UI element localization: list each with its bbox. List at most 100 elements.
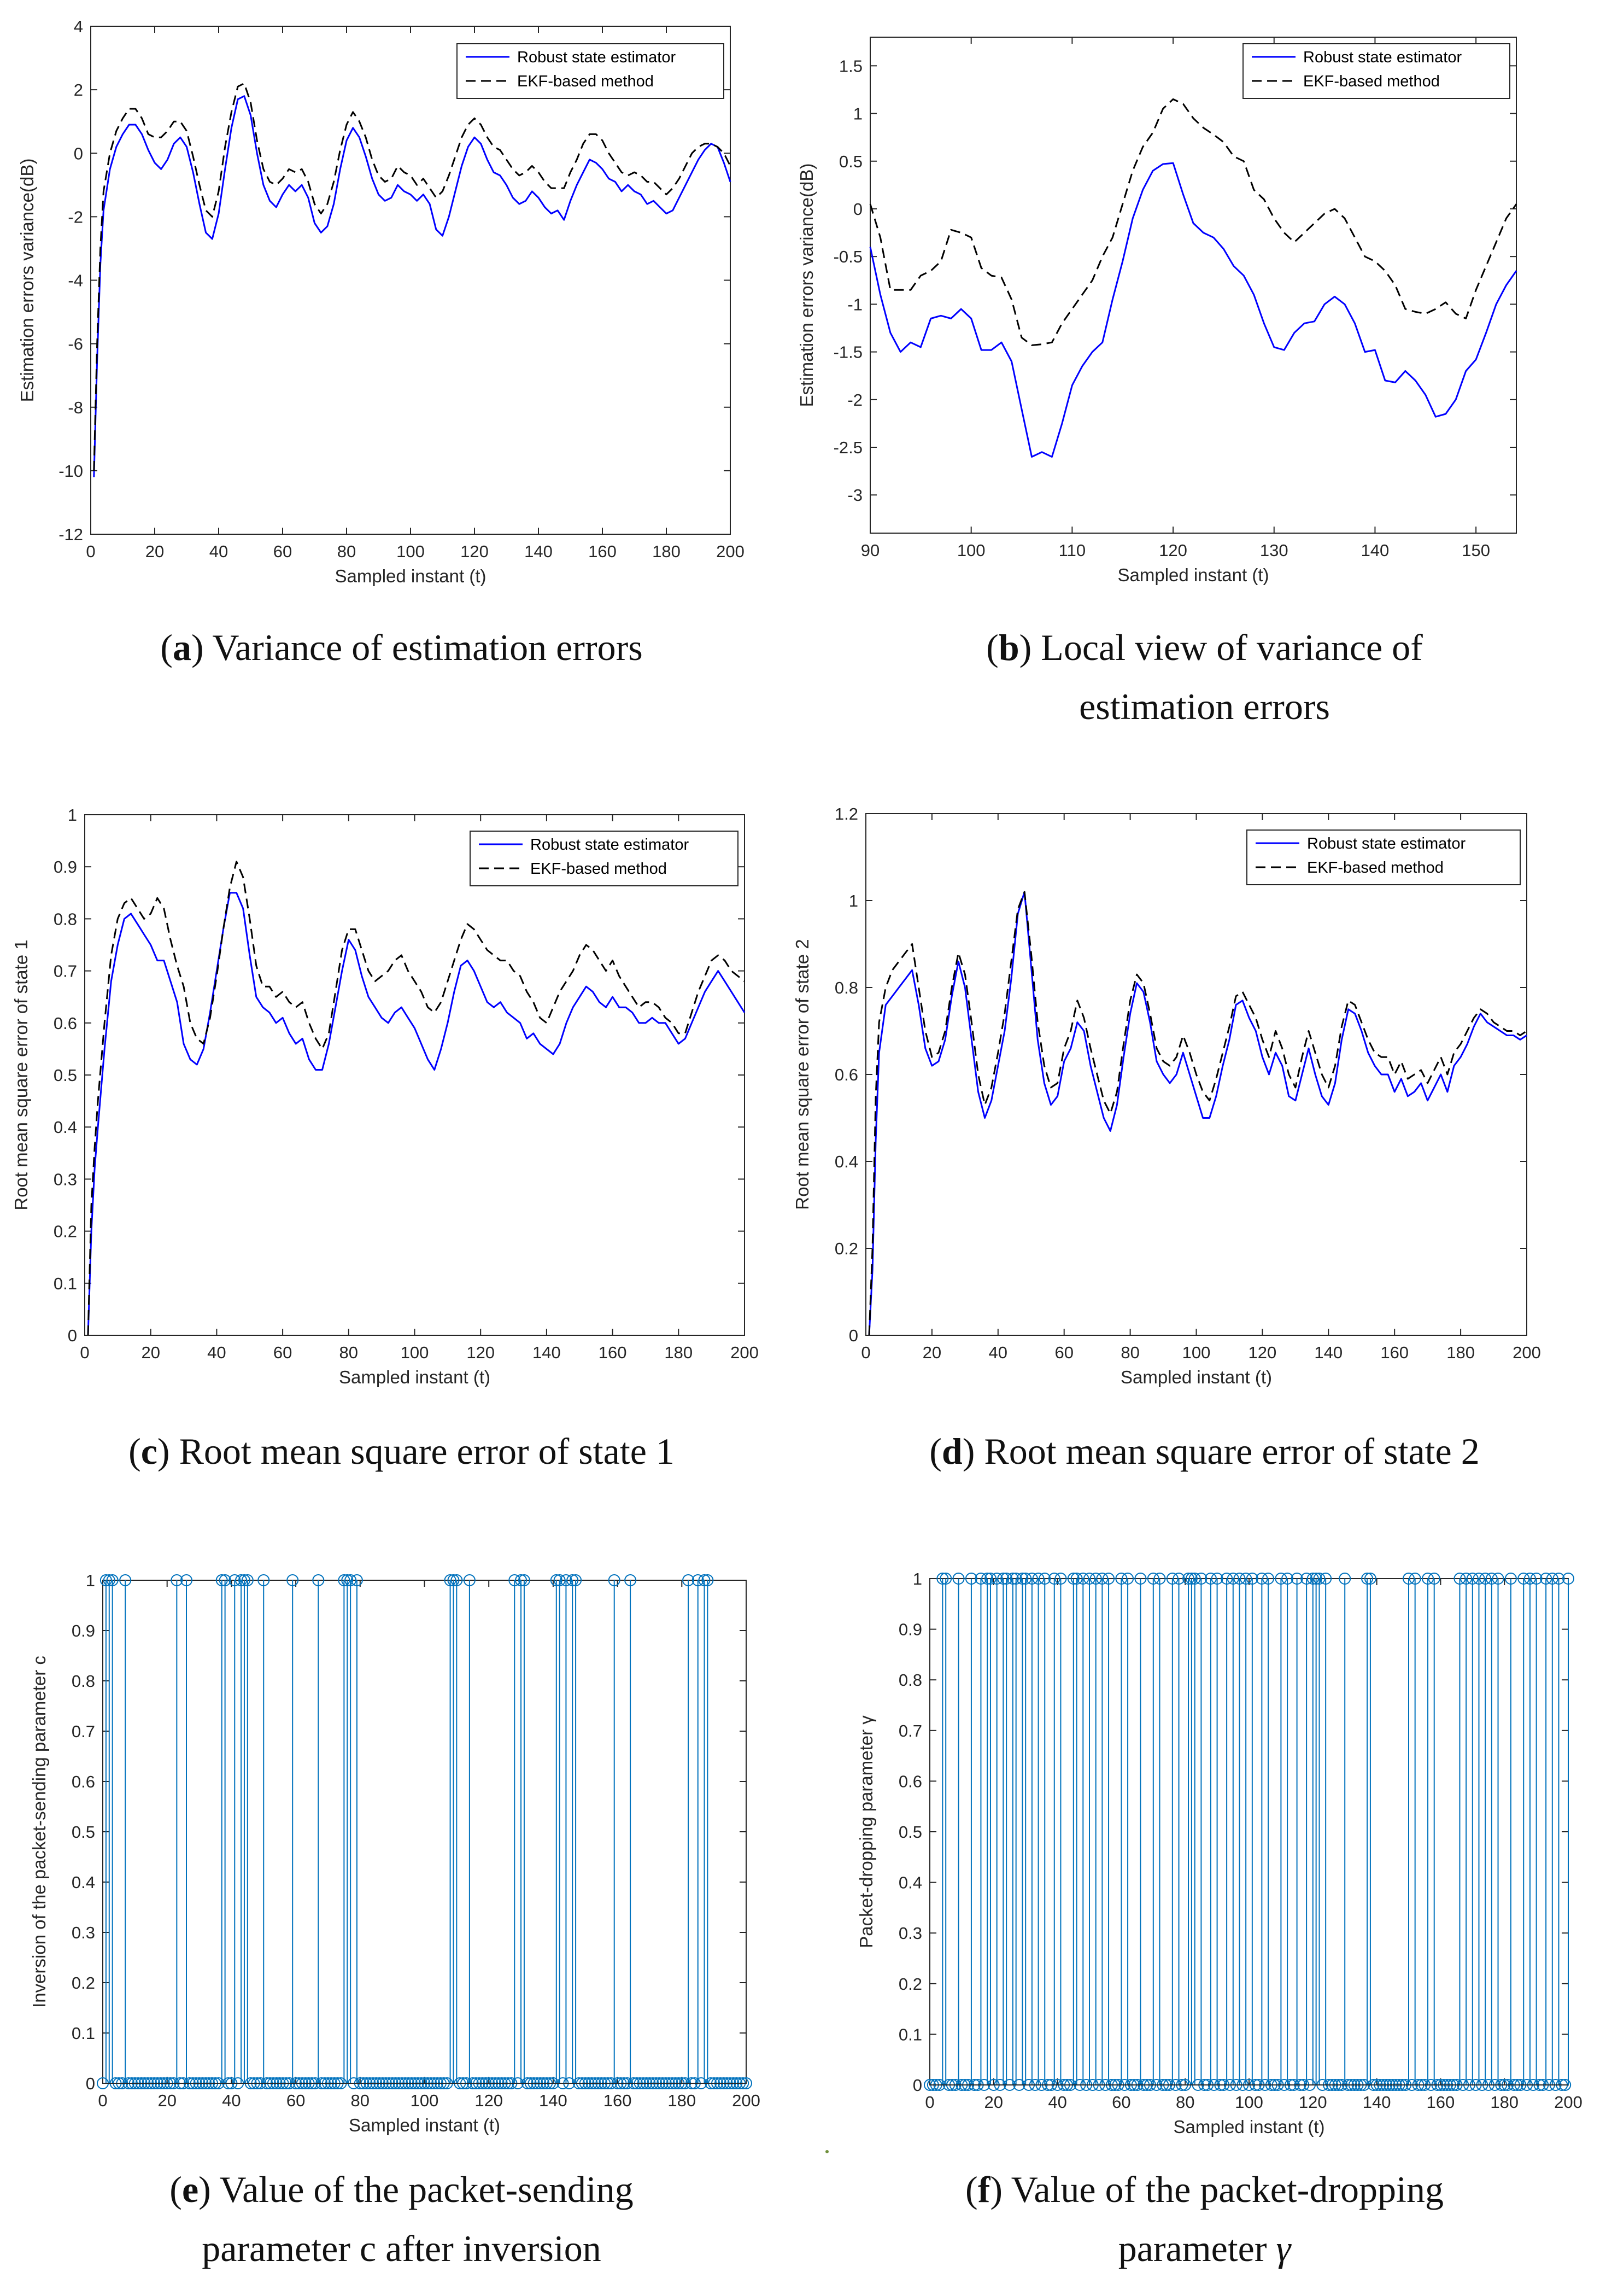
- stem-marker-one: [1492, 1573, 1504, 1585]
- x-tick-label: 130: [1260, 541, 1288, 560]
- caption-a: (a) Variance of estimation errors: [160, 627, 643, 668]
- x-axis-label: Sampled instant (t): [1118, 565, 1269, 585]
- legend-label: Robust state estimator: [1307, 835, 1466, 852]
- x-tick-label: 180: [652, 542, 681, 561]
- x-tick-label: 0: [98, 2091, 107, 2110]
- stem-marker-one: [1083, 1573, 1095, 1585]
- stem-marker-one: [238, 1574, 250, 1586]
- stem-marker-one: [1479, 1573, 1492, 1585]
- y-tick-label: 0.5: [72, 1822, 95, 1842]
- caption-a-letter: a: [172, 627, 191, 668]
- stem-marker-one: [1166, 1573, 1179, 1585]
- caption-c: (c) Root mean square error of state 1: [128, 1430, 675, 1472]
- stem-marker-one: [463, 1574, 476, 1586]
- stem-marker-one: [215, 1574, 228, 1586]
- y-tick-label: 0.5: [839, 152, 863, 171]
- y-tick-label: 0.5: [54, 1066, 77, 1085]
- chart-e: 0 20 40 60 80 100 120 140 160 180 200 0 0.1 0.2 0.3 0.4…: [29, 1571, 760, 2135]
- stem-marker-one: [1453, 1573, 1466, 1585]
- stem-marker-one: [965, 1573, 977, 1585]
- y-tick-label: -0.5: [834, 247, 863, 266]
- legend-box: [1242, 43, 1510, 99]
- stem-marker-one: [1422, 1573, 1434, 1585]
- y-tick-label: -12: [58, 525, 83, 544]
- x-tick-label: 120: [1249, 1343, 1277, 1362]
- stem-marker-one: [1540, 1573, 1552, 1585]
- x-tick-label: 60: [1112, 2093, 1130, 2112]
- y-tick-label: 0.1: [899, 2025, 922, 2044]
- x-axis-label: Sampled instant (t): [335, 566, 487, 586]
- caption-f-letter: f: [977, 2169, 990, 2210]
- x-tick-label: 160: [588, 542, 617, 561]
- stem-marker-one: [1010, 1573, 1022, 1585]
- legend-label: Robust state estimator: [530, 836, 689, 854]
- stem-marker-one: [1188, 1573, 1201, 1585]
- caption-b-letter: b: [998, 627, 1019, 668]
- y-tick-label: 0: [68, 1326, 77, 1345]
- y-tick-label: 2: [74, 80, 83, 100]
- y-tick-label: 0.7: [54, 962, 77, 981]
- x-tick-label: 40: [989, 1343, 1007, 1362]
- stem-marker-one: [1016, 1573, 1029, 1585]
- caption-e: (e) Value of the packet-sending paramete…: [169, 2169, 634, 2269]
- x-tick-label: 120: [474, 2091, 503, 2110]
- y-tick-label: 0.6: [835, 1065, 858, 1084]
- y-axis-label: Estimation errors variance(dB): [17, 159, 37, 402]
- stem-marker-one: [312, 1574, 325, 1586]
- caption-f-text: Value of the packet-dropping: [1011, 2169, 1444, 2210]
- x-tick-label: 200: [730, 1343, 759, 1362]
- stem-marker-one: [228, 1574, 241, 1586]
- plot-area: [102, 1580, 747, 2084]
- x-tick-label: 140: [1361, 541, 1390, 560]
- chart-c: 0 20 40 60 80 100 120 140 160 180 200 0 0.1 0.2 0.3 0.4…: [11, 805, 759, 1387]
- stem-marker-one: [975, 1573, 987, 1585]
- legend-label: EKF-based method: [517, 73, 654, 90]
- y-tick-label: 0.2: [899, 1974, 922, 1994]
- series-line-robust: [93, 95, 731, 477]
- y-tick-label: 0.9: [72, 1621, 95, 1640]
- series-line-robust: [869, 162, 1517, 458]
- stem-marker-one: [1032, 1573, 1045, 1585]
- x-axis-label: Sampled instant (t): [1174, 2117, 1325, 2137]
- y-tick-label: 0.5: [899, 1822, 922, 1842]
- y-tick-label: 0: [74, 144, 83, 163]
- caption-c-letter: c: [140, 1430, 157, 1472]
- y-tick-label: 0.2: [835, 1239, 858, 1258]
- chart-f: 0 20 40 60 80 100 120 140 160 180 200 0 0.1 0.2 0.3 0.4…: [856, 1569, 1582, 2137]
- stem-marker-one: [338, 1574, 350, 1586]
- x-tick-label: 140: [524, 542, 553, 561]
- stem-marker-one: [1460, 1573, 1473, 1585]
- stem-marker-one: [1306, 1573, 1319, 1585]
- x-tick-label: 120: [1159, 541, 1187, 560]
- x-tick-label: 150: [1462, 541, 1490, 560]
- stem-marker-one: [1233, 1573, 1246, 1585]
- x-tick-label: 100: [1235, 2093, 1263, 2112]
- stem-marker-one: [1320, 1573, 1332, 1585]
- legend-label: EKF-based method: [530, 860, 667, 878]
- stem-marker-one: [952, 1573, 965, 1585]
- chart-panel-c: 0 20 40 60 80 100 120 140 160 180 200 0 0.1 0.2 0.3 0.4…: [0, 782, 803, 1422]
- caption-f-text-line2: parameter: [1118, 2228, 1267, 2269]
- x-tick-label: 200: [732, 2091, 760, 2110]
- stem-marker-one: [691, 1574, 704, 1586]
- stem-marker-one: [1403, 1573, 1415, 1585]
- series-line-robust: [87, 892, 746, 1336]
- chart-a: 0 20 40 60 80 100 120 140 160 180 200-12-10-8-6-4-…: [17, 17, 745, 586]
- y-tick-label: 4: [74, 17, 83, 36]
- stem-marker-one: [1204, 1573, 1217, 1585]
- stem-marker-one: [286, 1574, 299, 1586]
- x-axis-label: Sampled instant (t): [339, 1367, 490, 1387]
- x-tick-label: 60: [286, 2091, 305, 2110]
- caption-d-letter: d: [941, 1430, 963, 1472]
- stem-marker-one: [1291, 1573, 1303, 1585]
- stem-marker-one: [180, 1574, 193, 1586]
- y-tick-label: 0.4: [54, 1118, 77, 1137]
- series-line-ekf: [869, 98, 1517, 346]
- caption-f: (f) Value of the packet-dropping paramet…: [965, 2169, 1444, 2269]
- stem-marker-one: [570, 1574, 582, 1586]
- stem-marker-one: [1115, 1573, 1128, 1585]
- x-tick-label: 200: [716, 542, 745, 561]
- stem-marker-one: [235, 1574, 248, 1586]
- x-tick-label: 60: [273, 1343, 292, 1362]
- legend-box: [456, 43, 724, 99]
